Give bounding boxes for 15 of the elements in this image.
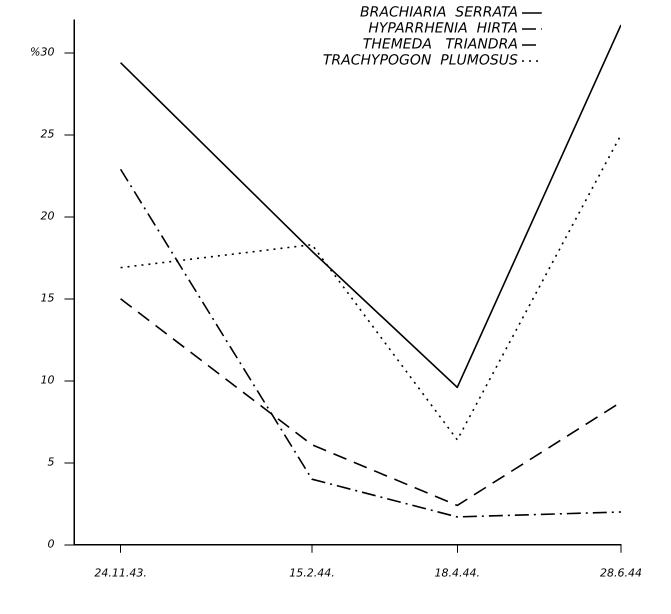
y-tick-label: 5 xyxy=(47,456,54,469)
y-tick-label: 15 xyxy=(40,292,54,305)
x-tick-label: 28.6.44 xyxy=(600,566,642,580)
x-tick-label: 15.2.44. xyxy=(289,566,335,580)
x-tick-label: 24.11.43. xyxy=(94,566,147,580)
y-tick-label: 20 xyxy=(40,210,54,223)
x-tick-label: 18.4.44. xyxy=(434,566,480,580)
legend-label: BRACHIARIA SERRATA xyxy=(360,4,518,21)
y-tick-label: 25 xyxy=(40,128,54,141)
y-tick-label: 0 xyxy=(47,538,54,551)
legend-label: TRACHYPOGON PLUMOSUS xyxy=(322,52,518,69)
legend-label: THEMEDA TRIANDRA xyxy=(362,36,518,53)
y-tick-label: 10 xyxy=(40,374,54,387)
legend-label: HYPARRHENIA HIRTA xyxy=(368,20,518,37)
y-tick-label: %30 xyxy=(30,46,54,59)
